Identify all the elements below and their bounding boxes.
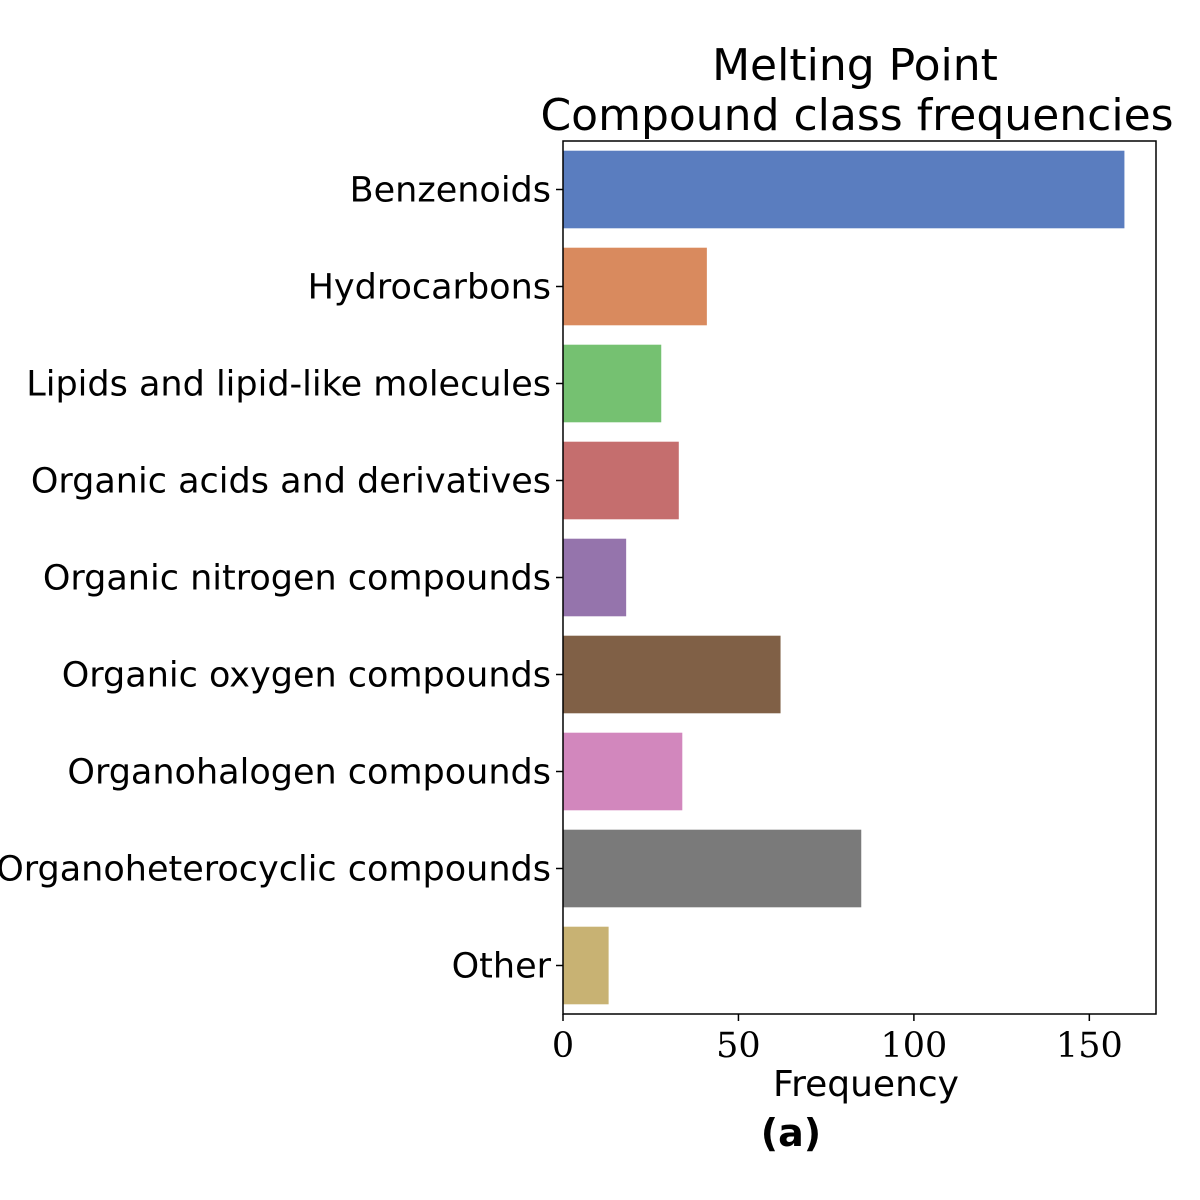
category-label-6: Organohalogen compounds [67, 753, 551, 793]
category-label-2: Lipids and lipid-like molecules [26, 365, 551, 405]
x-tick-label-3: 150 [1056, 1026, 1123, 1066]
chart-title-line-1: Melting Point [712, 40, 998, 91]
category-labels: Benzenoids Hydrocarbons Lipids and lipid-l… [0, 171, 563, 987]
bar-1 [563, 247, 707, 326]
category-label-1: Hydrocarbons [308, 268, 551, 308]
plot-frame [562, 140, 1157, 1015]
x-axis-label: Frequency [773, 1064, 959, 1105]
bar-3 [563, 441, 679, 520]
bar-4 [563, 538, 627, 617]
category-label-4: Organic nitrogen compounds [43, 559, 551, 599]
category-label-5: Organic oxygen compounds [62, 656, 551, 696]
bar-6 [563, 732, 683, 811]
bar-7 [563, 829, 862, 908]
bars-layer [563, 150, 1125, 1005]
category-label-0: Benzenoids [350, 171, 551, 211]
x-tick-label-2: 100 [880, 1026, 947, 1066]
bar-2 [563, 344, 662, 423]
bar-8 [563, 926, 609, 1005]
x-tick-label-0: 0 [552, 1026, 574, 1066]
category-label-7: Organoheterocyclic compounds [0, 850, 551, 890]
chart-title-line-2: Compound class frequencies [540, 90, 1173, 141]
panel-label: (a) [761, 1111, 821, 1155]
category-label-3: Organic acids and derivatives [31, 462, 551, 502]
category-label-8: Other [452, 947, 552, 987]
x-axis-ticks: 0 50 100 150 [552, 1014, 1123, 1066]
bar-0 [563, 150, 1125, 229]
x-tick-label-1: 50 [716, 1026, 761, 1066]
bar-5 [563, 635, 781, 714]
